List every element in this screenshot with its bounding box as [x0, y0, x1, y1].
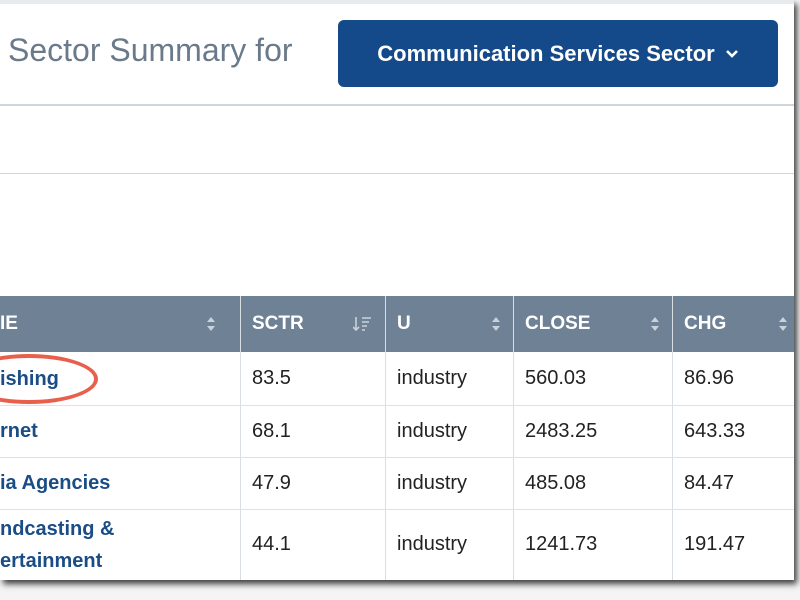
table-header [0, 296, 794, 352]
column-divider [672, 296, 673, 580]
name-link[interactable]: rnet [0, 420, 38, 442]
cell: 83.5 [252, 367, 291, 389]
page-title: Sector Summary for [8, 32, 293, 68]
cell: industry [397, 471, 468, 494]
cell: 191.47 [684, 533, 746, 555]
cell: 47.9 [252, 471, 291, 494]
column-label: U [397, 313, 411, 334]
chevron [725, 49, 738, 58]
column-label: IE [0, 313, 18, 334]
row-divider [0, 509, 794, 510]
divider [0, 173, 794, 174]
header-divider [0, 104, 794, 106]
column-header[interactable]: IE [0, 296, 216, 352]
column-divider [513, 296, 514, 580]
screen: Sector Summary for Communication Service… [0, 0, 794, 580]
highlight-ellipse [0, 354, 98, 404]
row-divider [0, 405, 794, 406]
top-bar [0, 0, 794, 4]
column-divider [385, 296, 386, 580]
column-label: CLOSE [525, 313, 591, 334]
cell: 2483.25 [525, 419, 598, 442]
name-link[interactable]: ndcasting & ertainment [0, 509, 228, 580]
cell: 68.1 [252, 419, 291, 442]
sort-icon[interactable] [206, 316, 216, 332]
column-label: CHG [684, 313, 727, 334]
cell: industry [397, 367, 468, 389]
name-link[interactable]: ia Agencies [0, 472, 111, 494]
cell: 560.03 [525, 367, 587, 389]
column-header[interactable]: U [397, 296, 501, 352]
name-line: ndcasting & [0, 517, 115, 540]
column-label: SCTR [252, 313, 304, 334]
cell: industry [397, 419, 468, 442]
cell: 643.33 [684, 419, 746, 442]
sort-icon[interactable] [353, 316, 373, 332]
cell: 1241.73 [525, 533, 598, 555]
column-divider [240, 296, 241, 580]
column-header[interactable]: CLOSE [525, 296, 660, 352]
sort-icon[interactable] [650, 316, 660, 332]
sort-icon[interactable] [491, 316, 501, 332]
cell: 86.96 [684, 367, 735, 389]
sector-dropdown[interactable]: Communication Services Sector [338, 20, 778, 87]
cell: industry [397, 533, 468, 555]
sort-icon[interactable] [778, 316, 788, 332]
column-header[interactable]: SCTR [252, 296, 373, 352]
dropdown-label: Communication Services Sector [377, 40, 715, 66]
name-line: ertainment [0, 549, 103, 572]
column-header[interactable]: CHG [684, 296, 788, 352]
row-divider [0, 457, 794, 458]
cell: 44.1 [252, 533, 291, 555]
cell: 485.08 [525, 471, 587, 494]
cell: 84.47 [684, 471, 735, 494]
